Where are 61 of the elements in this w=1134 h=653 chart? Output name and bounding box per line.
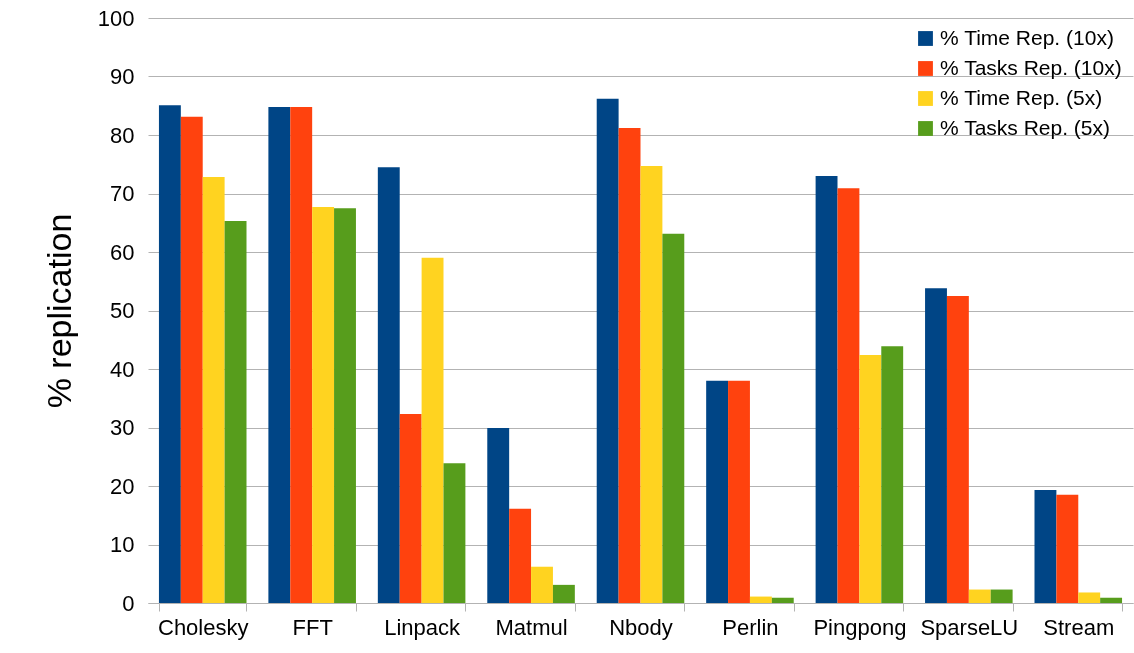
- bar: [224, 220, 247, 603]
- x-tick-label: Perlin: [722, 614, 779, 640]
- x-tick-label: FFT: [292, 614, 333, 640]
- y-tick-label: 30: [110, 415, 135, 440]
- bar: [662, 233, 685, 603]
- bar: [399, 414, 422, 603]
- y-tick-label: 10: [110, 532, 135, 557]
- bar: [706, 380, 729, 603]
- x-tick-label: Nbody: [609, 614, 673, 640]
- bar: [509, 508, 532, 603]
- bar: [968, 589, 991, 603]
- bar: [990, 589, 1013, 603]
- bar: [618, 127, 641, 603]
- x-tick-label: Stream: [1043, 614, 1115, 640]
- legend-label: % Tasks Rep. (10x): [940, 55, 1122, 79]
- bar: [946, 295, 969, 603]
- bar: [925, 288, 947, 603]
- bar: [837, 188, 860, 603]
- bar: [749, 596, 772, 603]
- bar: [881, 346, 904, 603]
- x-tick-label: Matmul: [495, 614, 568, 640]
- y-tick-label: 80: [110, 122, 135, 148]
- bar: [596, 98, 619, 603]
- bar: [552, 584, 575, 603]
- bar: [290, 106, 313, 603]
- y-tick-label: 0: [122, 590, 135, 616]
- bar: [640, 166, 663, 603]
- bar: [1056, 494, 1079, 603]
- y-axis-title: % replication: [39, 213, 78, 409]
- y-tick-label: 50: [110, 298, 135, 323]
- bar: [158, 105, 181, 603]
- y-tick-label: 40: [110, 356, 135, 382]
- bar: [268, 106, 291, 603]
- x-tick-label: Linpack: [384, 614, 462, 640]
- y-tick-label: 20: [110, 473, 135, 499]
- bar: [180, 116, 203, 603]
- bar: [202, 177, 225, 603]
- bar: [1078, 592, 1101, 603]
- bar: [1100, 597, 1123, 603]
- bar: [443, 463, 466, 603]
- bar: [421, 257, 444, 603]
- y-tick-label: 60: [110, 239, 135, 265]
- bar: [728, 380, 750, 603]
- x-tick-label: Pingpong: [813, 614, 907, 640]
- x-tick-label: SparseLU: [920, 614, 1019, 640]
- bar: [815, 175, 838, 603]
- bar: [377, 167, 400, 603]
- x-tick-label: Cholesky: [157, 614, 249, 640]
- y-tick-label: 100: [97, 5, 135, 31]
- bar: [531, 566, 553, 603]
- legend-label: % Tasks Rep. (5x): [940, 115, 1110, 139]
- bar: [859, 354, 882, 603]
- bar: [487, 428, 510, 603]
- bar: [334, 208, 356, 603]
- legend-label: % Time Rep. (5x): [940, 85, 1103, 109]
- y-tick-label: 70: [110, 181, 135, 206]
- bar: [771, 597, 794, 603]
- y-tick-label: 90: [110, 64, 135, 89]
- legend-label: % Time Rep. (10x): [940, 25, 1114, 49]
- bar: [1034, 490, 1057, 603]
- bar: [312, 206, 335, 603]
